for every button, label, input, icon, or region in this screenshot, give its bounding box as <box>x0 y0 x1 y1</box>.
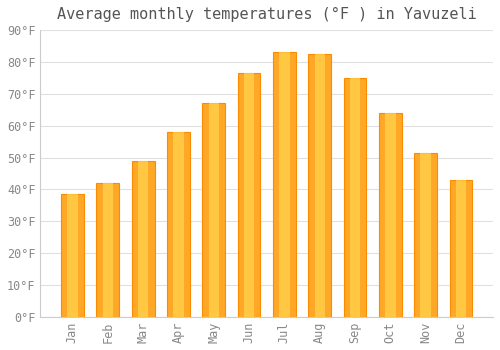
Bar <box>385 113 396 317</box>
Bar <box>132 161 154 317</box>
Bar <box>138 161 148 317</box>
Bar <box>244 73 254 317</box>
Bar <box>208 103 219 317</box>
Bar <box>314 54 325 317</box>
Bar <box>279 52 289 317</box>
Bar <box>414 153 437 317</box>
Bar <box>167 132 190 317</box>
Bar <box>379 113 402 317</box>
Bar <box>96 183 119 317</box>
Bar <box>456 180 466 317</box>
Bar <box>61 194 84 317</box>
Bar <box>273 52 296 317</box>
Bar <box>450 180 472 317</box>
Bar <box>102 183 113 317</box>
Bar <box>202 103 225 317</box>
Bar <box>344 78 366 317</box>
Bar <box>420 153 431 317</box>
Bar <box>350 78 360 317</box>
Title: Average monthly temperatures (°F ) in Yavuzeli: Average monthly temperatures (°F ) in Ya… <box>57 7 476 22</box>
Bar <box>173 132 184 317</box>
Bar <box>308 54 331 317</box>
Bar <box>238 73 260 317</box>
Bar <box>67 194 78 317</box>
